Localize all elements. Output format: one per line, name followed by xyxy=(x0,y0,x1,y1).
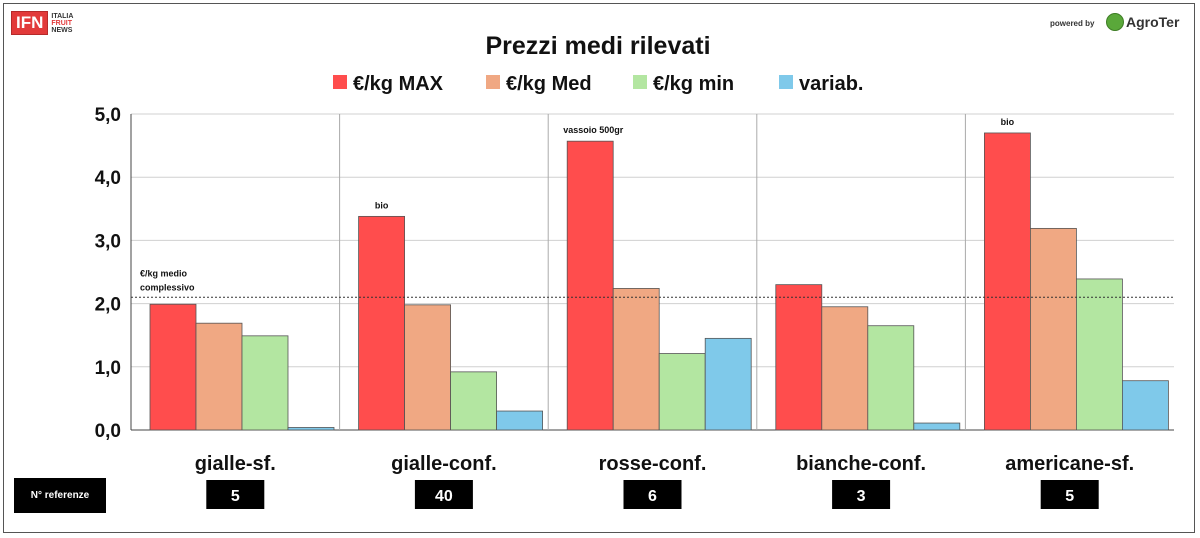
legend-swatch-3 xyxy=(633,75,647,89)
bar-4-4 xyxy=(913,422,961,431)
logo-sub-italia: ITALIA xyxy=(51,12,74,20)
annotation-label-3: bio xyxy=(1001,117,1015,127)
reference-line-label-1: €/kg medio xyxy=(140,268,188,278)
x-category-label-5: americane-sf. xyxy=(1005,453,1134,475)
legend-label-1: €/kg MAX xyxy=(353,73,444,95)
bar-1-4 xyxy=(287,427,335,431)
bar-4-2 xyxy=(821,306,869,431)
referenze-box-2 xyxy=(414,480,473,509)
agroter-logo: AgroTer xyxy=(1106,13,1179,31)
x-category-label-2: gialle-conf. xyxy=(391,453,497,475)
agroter-logo-icon xyxy=(1106,13,1124,31)
legend-swatch-1 xyxy=(333,75,347,89)
bar-2-4 xyxy=(496,410,544,431)
y-tick-label-5: 5,0 xyxy=(95,105,121,126)
bar-5-2 xyxy=(1030,227,1077,431)
bar-2-3 xyxy=(450,371,498,431)
bar-5-4 xyxy=(1122,380,1169,431)
ifn-logo: IFN ITALIA FRUIT NEWS xyxy=(11,11,73,35)
annotation-label-1: bio xyxy=(375,200,389,210)
x-category-label-4: bianche-conf. xyxy=(796,453,926,475)
annotation-label-2: vassoio 500gr xyxy=(563,125,624,135)
bar-5-3 xyxy=(1076,278,1123,431)
y-tick-label-0: 0,0 xyxy=(95,421,121,442)
legend-label-4: variab. xyxy=(799,73,863,95)
bar-2-1 xyxy=(358,215,406,431)
bar-1-3 xyxy=(241,335,289,431)
y-tick-label-3: 3,0 xyxy=(95,231,121,252)
bar-1-1 xyxy=(149,303,197,431)
legend-swatch-2 xyxy=(486,75,500,89)
reference-line-label-2: complessivo xyxy=(140,282,195,292)
bar-2-2 xyxy=(404,304,452,431)
powered-by-label: powered by xyxy=(1050,19,1095,28)
bar-3-2 xyxy=(612,288,660,431)
legend-swatch-4 xyxy=(779,75,793,89)
referenze-box-1 xyxy=(206,480,265,509)
bar-4-3 xyxy=(867,325,915,431)
referenze-box-3 xyxy=(623,480,682,509)
bar-3-1 xyxy=(566,140,614,431)
agroter-logo-text: AgroTer xyxy=(1126,14,1180,30)
referenze-value-2: 40 xyxy=(435,488,453,505)
chart-frame xyxy=(3,3,1195,533)
ifn-logo-subtitle: ITALIA FRUIT NEWS xyxy=(51,13,73,34)
bar-1-2 xyxy=(195,322,243,431)
ifn-logo-mark: IFN xyxy=(11,11,49,35)
logo-sub-news: NEWS xyxy=(51,26,73,34)
referenze-box-5 xyxy=(1040,480,1099,509)
bar-3-4 xyxy=(704,337,752,431)
referenze-label: N° referenze xyxy=(14,478,106,513)
referenze-value-4: 3 xyxy=(857,488,866,505)
referenze-value-3: 6 xyxy=(648,488,657,505)
legend-label-3: €/kg min xyxy=(653,73,734,95)
y-tick-label-4: 4,0 xyxy=(95,168,121,189)
x-category-label-1: gialle-sf. xyxy=(195,453,276,475)
legend-label-2: €/kg Med xyxy=(506,73,592,95)
referenze-value-5: 5 xyxy=(1065,488,1074,505)
bar-4-1 xyxy=(775,284,823,431)
bar-3-3 xyxy=(658,353,706,431)
y-tick-label-2: 2,0 xyxy=(95,295,121,316)
chart-title: Prezzi medi rilevati xyxy=(485,32,710,60)
logo-sub-fruit: FRUIT xyxy=(51,19,72,27)
referenze-box-4 xyxy=(832,480,891,509)
referenze-value-1: 5 xyxy=(231,488,240,505)
y-tick-label-1: 1,0 xyxy=(95,358,121,379)
x-category-label-3: rosse-conf. xyxy=(599,453,707,475)
bar-5-1 xyxy=(984,132,1031,431)
